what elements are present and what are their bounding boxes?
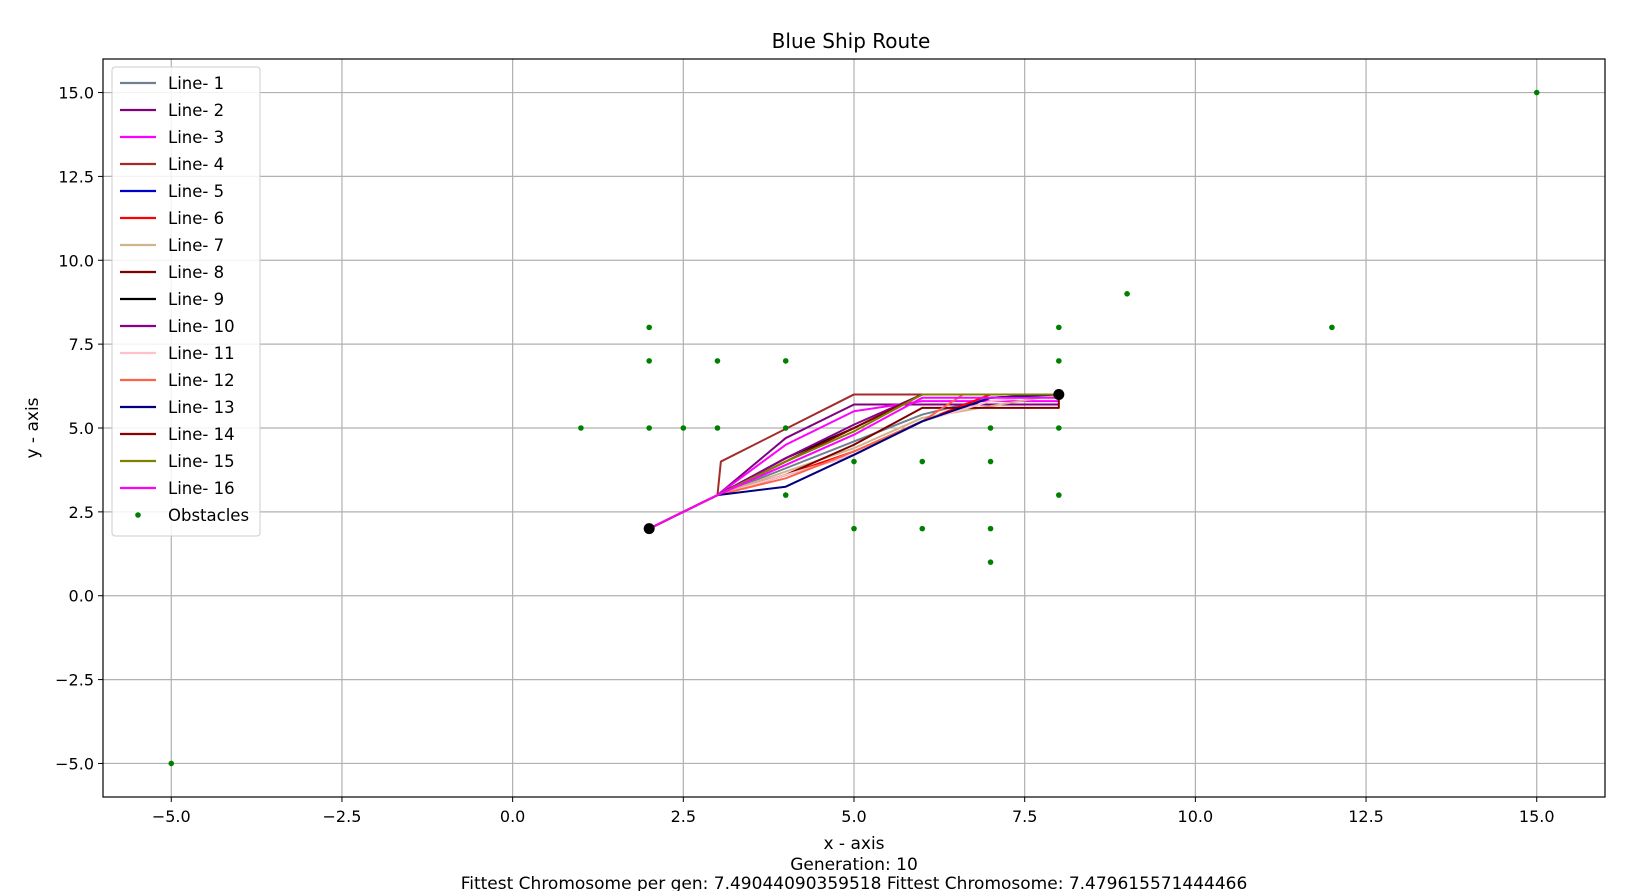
obstacle-point xyxy=(782,358,789,364)
legend: Line- 1 Line- 2 Line- 3 Line- 4 Line- 5 Line-… xyxy=(111,66,261,537)
legend-label: Line- 14 xyxy=(168,425,235,444)
obstacle-point xyxy=(987,525,994,532)
obstacle-point xyxy=(851,525,857,532)
legend-label: Line- 4 xyxy=(168,155,224,174)
legend-box xyxy=(111,66,261,537)
obstacle-point xyxy=(782,492,789,498)
legend-label: Line- 11 xyxy=(168,344,235,363)
x-tick-label: 15.0 xyxy=(1519,807,1555,826)
legend-label: Line- 7 xyxy=(168,236,224,255)
x-ticks: −5.0 −2.5 0.0 2.5 5.0 7.5 10.0 12.5 15.0 xyxy=(152,797,1555,826)
obstacles-layer xyxy=(168,89,1540,767)
y-tick-label: −2.5 xyxy=(55,671,94,690)
generation-caption: Generation: 10 xyxy=(790,855,918,875)
y-tick-label: 10.0 xyxy=(58,251,94,270)
obstacle-point xyxy=(578,425,584,431)
series-layer xyxy=(648,393,1060,530)
obstacle-point xyxy=(168,760,175,767)
x-tick-label: 2.5 xyxy=(671,807,696,826)
legend-swatch-obstacles xyxy=(135,512,141,518)
start-point xyxy=(643,523,655,535)
x-tick-label: −2.5 xyxy=(323,807,362,826)
legend-label: Line- 3 xyxy=(168,128,224,147)
obstacle-point xyxy=(1056,324,1062,331)
obstacle-point xyxy=(1329,324,1335,331)
y-axis-label: y - axis xyxy=(23,397,43,458)
chart-title: Blue Ship Route xyxy=(772,29,931,53)
obstacle-point xyxy=(646,425,652,431)
obstacle-point xyxy=(987,425,994,431)
obstacle-point xyxy=(646,358,652,364)
obstacle-point xyxy=(851,458,857,465)
obstacle-point xyxy=(1056,358,1062,364)
x-tick-label: −5.0 xyxy=(152,807,191,826)
obstacle-point xyxy=(919,525,926,532)
fitness-caption: Fittest Chromosome per gen: 7.4904409035… xyxy=(461,874,1248,891)
y-tick-label: 12.5 xyxy=(58,167,94,186)
legend-label: Line- 12 xyxy=(168,371,235,390)
obstacle-point xyxy=(680,425,687,431)
x-axis-label: x - axis xyxy=(823,834,884,854)
obstacle-point xyxy=(1056,425,1062,431)
legend-label: Line- 2 xyxy=(168,101,224,120)
legend-label: Line- 8 xyxy=(168,263,224,282)
legend-label: Line- 1 xyxy=(168,74,224,93)
y-tick-label: −5.0 xyxy=(55,754,94,773)
obstacle-point xyxy=(1056,492,1062,498)
end-point xyxy=(1053,388,1065,400)
y-tick-label: 2.5 xyxy=(69,503,94,522)
legend-label: Line- 5 xyxy=(168,182,224,201)
series-line-16 xyxy=(648,396,1059,530)
y-tick-label: 15.0 xyxy=(58,84,94,103)
legend-label: Line- 9 xyxy=(168,290,224,309)
x-tick-label: 5.0 xyxy=(841,807,866,826)
obstacle-point xyxy=(714,358,721,364)
x-tick-label: 12.5 xyxy=(1348,807,1384,826)
legend-label: Line- 16 xyxy=(168,479,235,498)
obstacle-point xyxy=(782,425,789,431)
endpoints-layer xyxy=(643,388,1065,535)
x-tick-label: 10.0 xyxy=(1178,807,1214,826)
y-tick-label: 0.0 xyxy=(69,587,94,606)
x-tick-label: 7.5 xyxy=(1012,807,1037,826)
obstacle-point xyxy=(1124,291,1130,297)
legend-label: Line- 15 xyxy=(168,452,235,471)
legend-label-obstacles: Obstacles xyxy=(168,506,249,525)
obstacle-point xyxy=(714,425,721,431)
obstacle-point xyxy=(919,458,926,465)
y-ticks: −5.0 −2.5 0.0 2.5 5.0 7.5 10.0 12.5 15.0 xyxy=(55,84,103,773)
y-tick-label: 7.5 xyxy=(69,335,94,354)
legend-label: Line- 13 xyxy=(168,398,235,417)
obstacle-point xyxy=(1533,89,1540,96)
legend-label: Line- 6 xyxy=(168,209,224,228)
obstacle-point xyxy=(987,559,994,565)
legend-label: Line- 10 xyxy=(168,317,235,336)
y-tick-label: 5.0 xyxy=(69,419,94,438)
obstacle-point xyxy=(987,458,994,465)
obstacle-point xyxy=(646,324,652,331)
x-tick-label: 0.0 xyxy=(500,807,525,826)
